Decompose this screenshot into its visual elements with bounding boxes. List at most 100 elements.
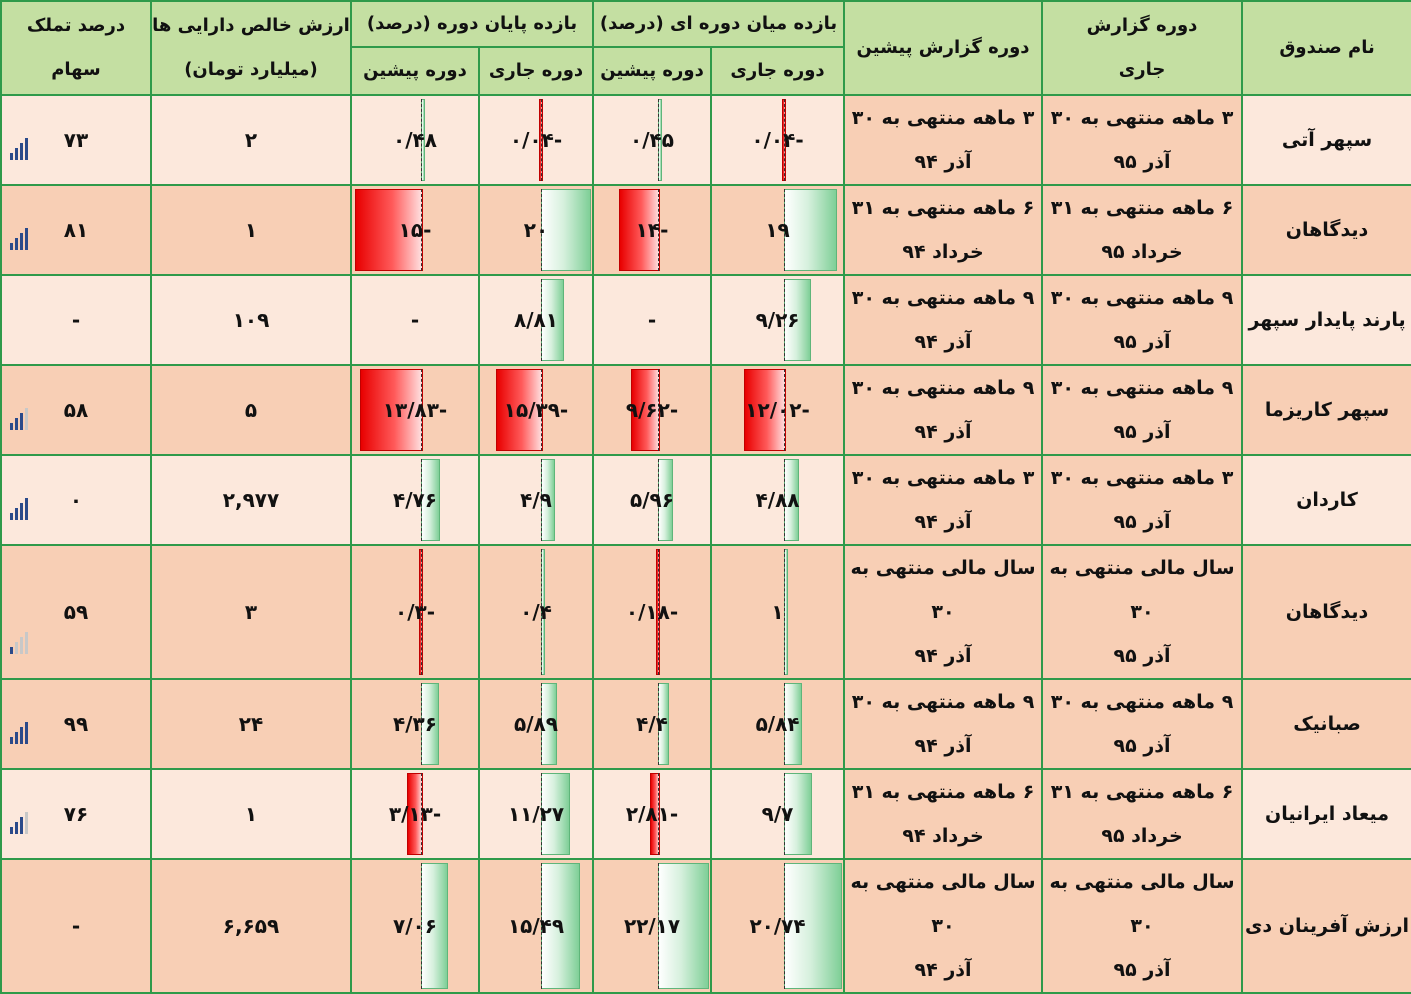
table-row: صبانیک ۹ ماهه منتهی به ۳۰ آذر ۹۵ ۹ ماهه منت… <box>0 678 1411 770</box>
end-return-current: -۱۵/۳۹ <box>478 364 595 456</box>
mid-return-previous-value: -۲/۸۱ <box>625 802 679 826</box>
current-period: سال مالی منتهی به ۳۰ آذر ۹۵ <box>1041 544 1244 680</box>
previous-period-line2: آذر ۹۴ <box>914 645 972 667</box>
current-period: ۹ ماهه منتهی به ۳۰ آذر ۹۵ <box>1041 678 1244 770</box>
mid-return-previous-value: ۲۲/۱۷ <box>623 914 681 938</box>
data-bar-axis <box>421 189 422 271</box>
previous-period: ۳ ماهه منتهی به ۳۰ آذر ۹۴ <box>843 94 1044 186</box>
fund-name: سپهر کاریزما <box>1241 364 1411 456</box>
signal-bar <box>25 812 28 834</box>
header-current-period-line1: دوره گزارش <box>1086 15 1198 36</box>
header-mid-current: دوره جاری <box>710 46 846 96</box>
data-bar-axis <box>783 683 785 765</box>
previous-period: سال مالی منتهی به ۳۰ آذر ۹۴ <box>843 544 1044 680</box>
previous-period-line1: سال مالی منتهی به ۳۰ <box>850 557 1036 623</box>
mid-return-previous: -۰/۱۸ <box>592 544 713 680</box>
end-return-current: ۸/۸۱ <box>478 274 595 366</box>
data-bar-axis <box>421 99 422 181</box>
current-period-line1: ۳ ماهه منتهی به ۳۰ <box>1050 467 1234 489</box>
signal-bar <box>25 228 28 250</box>
end-return-current: ۵/۸۹ <box>478 678 595 770</box>
end-return-current-value: -۱۵/۳۹ <box>503 398 569 422</box>
mid-return-previous: - <box>592 274 713 366</box>
mid-return-current: ۹/۲۶ <box>710 274 846 366</box>
end-return-current-value: ۲۰ <box>523 218 549 242</box>
data-bar-axis <box>783 773 785 855</box>
signal-strength-icon <box>8 494 32 520</box>
previous-period: ۹ ماهه منتهی به ۳۰ آذر ۹۴ <box>843 274 1044 366</box>
ownership-cell: ۵۹ <box>0 544 152 680</box>
previous-period-line2: آذر ۹۴ <box>914 151 972 173</box>
end-return-current-value: -۰/۰۴ <box>509 128 563 152</box>
data-bar-axis <box>421 773 422 855</box>
data-bar-axis <box>421 683 422 765</box>
signal-bar <box>15 148 18 160</box>
positive-data-bar <box>783 773 813 855</box>
data-bar-axis <box>541 773 543 855</box>
mid-return-current-value: -۱۲/۰۲ <box>745 398 810 422</box>
previous-period-line2: خرداد ۹۴ <box>902 825 984 847</box>
positive-data-bar <box>541 773 571 855</box>
mid-return-current-value: ۱ <box>771 600 784 624</box>
data-bar-axis <box>657 459 659 541</box>
mid-return-previous-value: -۰/۱۸ <box>625 600 679 624</box>
data-bar-axis <box>541 279 543 361</box>
ownership-value: ۰ <box>69 488 83 512</box>
fund-name: صبانیک <box>1241 678 1411 770</box>
signal-bar <box>20 413 23 430</box>
header-fund-name: نام صندوق <box>1241 0 1411 96</box>
data-bar-axis <box>783 279 785 361</box>
current-period-line2: آذر ۹۵ <box>1113 959 1171 981</box>
current-period: ۳ ماهه منتهی به ۳۰ آذر ۹۵ <box>1041 94 1244 186</box>
end-return-current-value: ۵/۸۹ <box>514 712 558 736</box>
data-bar-axis <box>657 773 659 855</box>
previous-period-line1: ۳ ماهه منتهی به ۳۰ <box>851 467 1035 489</box>
mid-return-previous: ۵/۹۶ <box>592 454 713 546</box>
current-period-line2: آذر ۹۵ <box>1113 331 1171 353</box>
negative-data-bar <box>355 189 423 271</box>
header-ownership-line2: سهام <box>51 59 101 80</box>
mid-return-previous: ۴/۴ <box>592 678 713 770</box>
end-return-current: ۲۰ <box>478 184 595 276</box>
end-return-previous: -۳/۱۳ <box>349 768 481 860</box>
signal-bar <box>15 642 18 654</box>
ownership-value: ۹۹ <box>63 712 89 736</box>
positive-data-bar <box>541 189 591 271</box>
current-period-line1: ۹ ماهه منتهی به ۳۰ <box>1050 287 1234 309</box>
net-asset-value: ۲,۹۷۷ <box>150 454 352 546</box>
table-row: دیدگاهان ۶ ماهه منتهی به ۳۱ خرداد ۹۵ ۶ ماهه… <box>0 184 1411 276</box>
mid-return-current: -۱۲/۰۲ <box>710 364 846 456</box>
mid-return-current: ۲۰/۷۴ <box>710 858 846 994</box>
end-return-previous-value: ۷/۰۶ <box>393 914 437 938</box>
ownership-value: ۷۶ <box>63 802 89 826</box>
current-period-line1: ۳ ماهه منتهی به ۳۰ <box>1050 107 1234 129</box>
mid-return-current-value: ۵/۸۴ <box>755 712 800 736</box>
net-asset-value: ۱ <box>150 768 352 860</box>
mid-return-current: ۱ <box>710 544 846 680</box>
data-bar-axis <box>541 683 543 765</box>
current-period: ۶ ماهه منتهی به ۳۱ خرداد ۹۵ <box>1041 184 1244 276</box>
previous-period-line1: ۹ ماهه منتهی به ۳۰ <box>851 287 1035 309</box>
data-bar-axis <box>783 549 785 675</box>
current-period: سال مالی منتهی به ۳۰ آذر ۹۵ <box>1041 858 1244 994</box>
header-current-period: دوره گزارش جاری <box>1041 0 1244 96</box>
net-asset-value: ۳ <box>150 544 352 680</box>
ownership-value: - <box>71 914 81 938</box>
previous-period-line1: ۶ ماهه منتهی به ۳۱ <box>851 781 1035 803</box>
data-bar-axis <box>541 189 543 271</box>
table-row: پارند پایدار سپهر ۹ ماهه منتهی به ۳۰ آذر ۹… <box>0 274 1411 366</box>
negative-data-bar <box>631 369 660 451</box>
header-end-previous: دوره پیشین <box>349 46 481 96</box>
signal-strength-icon <box>8 224 32 250</box>
negative-data-bar <box>649 773 660 855</box>
end-return-current-value: ۴/۹ <box>520 488 552 512</box>
fund-name: ارزش آفرینان دی <box>1241 858 1411 994</box>
previous-period: ۹ ماهه منتهی به ۳۰ آذر ۹۴ <box>843 678 1044 770</box>
ownership-cell: ۷۶ <box>0 768 152 860</box>
ownership-cell: ۰ <box>0 454 152 546</box>
signal-strength-icon <box>8 718 32 744</box>
mid-return-previous: -۱۴ <box>592 184 713 276</box>
end-return-current: ۱۵/۴۹ <box>478 858 595 994</box>
ownership-cell: ۹۹ <box>0 678 152 770</box>
